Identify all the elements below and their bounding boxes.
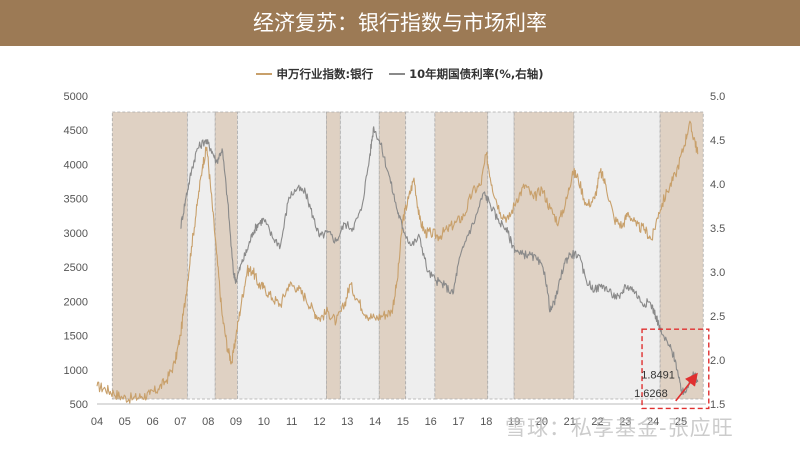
x-tick-12: 12 [313,416,325,428]
annotations: 1.8491 1.6268 [634,328,710,410]
annotation-label-low: 1.6268 [634,388,668,400]
x-tick-20: 20 [536,416,548,428]
y-right-tick-4: 3.5 [710,223,725,235]
x-tick-22: 22 [591,416,603,428]
y-left-tick-5: 3000 [64,228,88,240]
x-tick-13: 13 [341,416,353,428]
y-left-tick-3: 2000 [64,296,88,308]
x-tick-18: 18 [480,416,492,428]
annotation-arrow [675,372,698,402]
x-tick-23: 23 [619,416,631,428]
y-left-tick-6: 3500 [64,194,88,206]
x-tick-07: 07 [174,416,186,428]
shaded-period-6 [339,111,380,400]
y-left-tick-7: 4000 [64,159,88,171]
y-right-tick-7: 5.0 [710,91,725,103]
legend-item-bank-index: 申万行业指数:银行 [256,66,373,82]
y-left-tick-2: 1500 [64,331,88,343]
series-line-bank-index [96,120,699,404]
legend-label-bond-yield: 10年期国债利率(%,右轴) [409,67,544,81]
shaded-period-8 [405,111,436,400]
page-title: 经济复苏：银行指数与市场利率 [253,11,547,35]
x-tick-21: 21 [564,416,576,428]
y-right-tick-2: 2.5 [710,311,725,323]
legend-label-bank-index: 申万行业指数:银行 [276,67,374,81]
shaded-period-13 [659,111,704,400]
watermark-text: 雪球：私享基金-张应旺 [505,416,734,440]
series-lines [96,120,699,404]
x-tick-09: 09 [230,416,242,428]
y-right-tick-6: 4.5 [710,135,725,147]
x-tick-25: 25 [675,416,687,428]
shaded-period-7 [378,111,407,400]
x-tick-04: 04 [91,416,103,428]
x-tick-14: 14 [369,416,381,428]
shaded-period-3 [214,111,238,400]
x-tick-17: 17 [452,416,464,428]
x-tick-15: 15 [397,416,409,428]
y-right-tick-5: 4.0 [710,179,725,191]
x-tick-10: 10 [258,416,270,428]
x-tick-16: 16 [425,416,437,428]
y-left-tick-1: 1000 [64,365,88,377]
x-tick-08: 08 [202,416,214,428]
x-tick-06: 06 [146,416,158,428]
shaded-period-10 [487,111,515,400]
shaded-period-5 [326,111,341,400]
x-tick-11: 11 [286,416,297,428]
shaded-period-1 [111,111,188,400]
highlight-box [641,328,710,410]
y-right-tick-1: 2.0 [710,355,725,367]
shaded-period-9 [434,111,489,400]
y-right-tick-0: 1.5 [710,399,725,411]
y-left-tick-9: 5000 [64,91,88,103]
annotation-label-high: 1.8491 [641,369,675,381]
chart-legend: 申万行业指数:银行 10年期国债利率(%,右轴) [0,64,800,82]
title-banner: 经济复苏：银行指数与市场利率 [0,0,800,46]
y-left-tick-0: 500 [70,399,88,411]
axes: 500 1000 1500 2000 2500 3000 3500 4000 4500 5000 1… [64,91,726,428]
shaded-period-12 [573,111,661,400]
legend-item-bond-yield: 10年期国债利率(%,右轴) [389,66,544,82]
series-line-bond-yield [180,126,699,395]
x-tick-05: 05 [119,416,131,428]
legend-swatch-bond-yield [389,73,406,75]
x-tick-19: 19 [508,416,520,428]
y-right-tick-3: 3.0 [710,267,725,279]
shaded-period-2 [186,111,216,400]
y-left-tick-4: 2500 [64,262,88,274]
legend-swatch-bank-index [256,73,273,75]
shaded-period-11 [513,111,575,400]
x-tick-24: 24 [647,416,659,428]
y-left-tick-8: 4500 [64,125,88,137]
shaded-period-4 [237,111,327,400]
period-shading [111,111,704,400]
